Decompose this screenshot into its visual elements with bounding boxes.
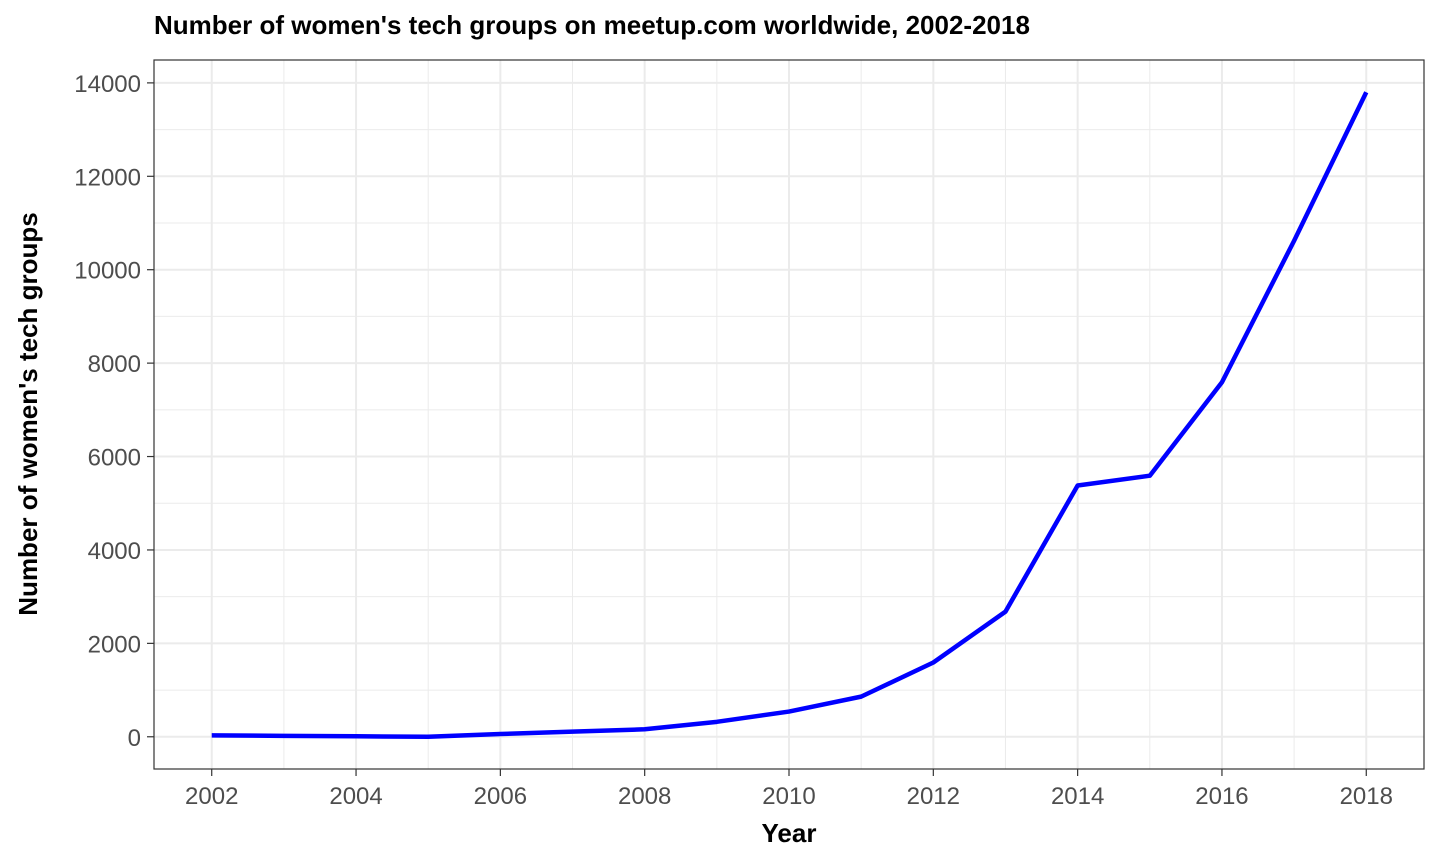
x-tick-label: 2018: [1340, 783, 1393, 810]
x-axis-title: Year: [762, 818, 817, 848]
series-layer: [211, 91, 1369, 740]
x-tick-label: 2012: [907, 783, 960, 810]
x-tick-label: 2010: [762, 783, 815, 810]
x-axis-ticks: 2002 2004 2006 2008 2010 2012 2014 2016 2018: [185, 769, 1393, 810]
series-line-0: [211, 91, 1369, 740]
y-tick-label: 4000: [88, 538, 141, 565]
chart-title: Number of women's tech groups on meetup.…: [154, 10, 1030, 40]
x-tick-label: 2004: [329, 783, 382, 810]
y-tick-label: 10000: [74, 258, 141, 285]
x-tick-label: 2002: [185, 783, 238, 810]
x-tick-label: 2006: [474, 783, 527, 810]
y-axis-ticks: 0 2000 4000 6000 8000 10000 12000 14000: [74, 71, 154, 752]
major-gridlines: [154, 60, 1424, 769]
y-tick-label: 0: [128, 725, 141, 752]
y-axis-title: Number of women's tech groups: [13, 212, 43, 615]
x-tick-label: 2008: [618, 783, 671, 810]
y-tick-label: 12000: [74, 164, 141, 191]
y-tick-label: 8000: [88, 351, 141, 378]
x-tick-label: 2016: [1195, 783, 1248, 810]
y-tick-label: 6000: [88, 445, 141, 472]
x-tick-label: 2014: [1051, 783, 1104, 810]
y-tick-label: 14000: [74, 71, 141, 98]
y-tick-label: 2000: [88, 631, 141, 658]
